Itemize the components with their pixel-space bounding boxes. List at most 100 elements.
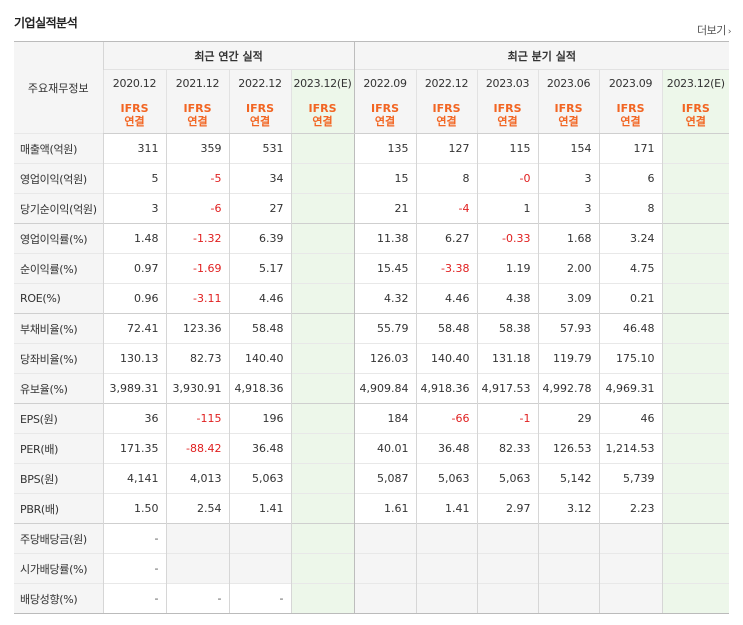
row-label: 시가배당률(%) bbox=[14, 553, 103, 584]
table-cell: 15.45 bbox=[353, 253, 417, 284]
table-cell: 4.46 bbox=[415, 283, 478, 314]
table-cell: 4,013 bbox=[165, 463, 229, 494]
table-cell: 1.48 bbox=[102, 223, 166, 254]
table-cell bbox=[290, 553, 355, 584]
table-cell: 27 bbox=[228, 193, 291, 224]
table-cell: 4,918.36 bbox=[228, 373, 291, 404]
table-cell: 58.38 bbox=[476, 313, 539, 344]
table-cell bbox=[661, 553, 730, 584]
table-row: 순이익률(%) 0.97 -1.69 5.17 15.45 -3.38 1.19 2.00 4.… bbox=[14, 253, 730, 284]
table-cell: 82.73 bbox=[165, 343, 229, 374]
table-cell: 0.97 bbox=[102, 253, 166, 284]
chevron-right-icon: › bbox=[727, 27, 732, 37]
table-cell: 4.38 bbox=[476, 283, 539, 314]
accounting-standard: IFRS 연결 bbox=[228, 97, 291, 134]
table-cell bbox=[661, 433, 730, 464]
table-cell: 2.23 bbox=[598, 493, 663, 524]
table-cell: 8 bbox=[415, 163, 478, 194]
table-cell: 55.79 bbox=[353, 313, 417, 344]
table-cell: 46.48 bbox=[598, 313, 663, 344]
table-cell bbox=[661, 193, 730, 224]
table-cell: 72.41 bbox=[102, 313, 166, 344]
table-row: BPS(원) 4,141 4,013 5,063 5,087 5,063 5,063 5,14… bbox=[14, 463, 730, 494]
row-header-label: 주요재무정보 bbox=[14, 41, 103, 134]
table-cell bbox=[290, 433, 355, 464]
standard-ifrs: IFRS bbox=[493, 102, 522, 115]
row-label: EPS(원) bbox=[14, 403, 103, 434]
table-cell: 58.48 bbox=[228, 313, 291, 344]
table-cell: 140.40 bbox=[228, 343, 291, 374]
table-cell: 15 bbox=[353, 163, 417, 194]
table-cell bbox=[290, 133, 355, 164]
table-cell bbox=[415, 523, 478, 554]
table-cell: 6.27 bbox=[415, 223, 478, 254]
table-row: 시가배당률(%) - bbox=[14, 553, 730, 584]
table-row: 영업이익률(%) 1.48 -1.32 6.39 11.38 6.27 -0.33 1.68 3… bbox=[14, 223, 730, 254]
standard-consolidated: 연결 bbox=[374, 115, 396, 128]
standard-consolidated: 연결 bbox=[436, 115, 457, 128]
table-row: 유보율(%) 3,989.31 3,930.91 4,918.36 4,909.84 4,… bbox=[14, 373, 730, 404]
table-cell bbox=[537, 553, 600, 584]
table-cell: 8 bbox=[598, 193, 663, 224]
table-cell: 1.41 bbox=[228, 493, 291, 524]
table-cell: -4 bbox=[415, 193, 478, 224]
table-row: 당기순이익(억원) 3 -6 27 21 -4 1 3 8 bbox=[14, 193, 730, 224]
table-cell: 3.09 bbox=[537, 283, 600, 314]
period-header: 2023.12(E) bbox=[661, 69, 730, 97]
table-cell bbox=[290, 313, 355, 344]
table-cell: -3.38 bbox=[415, 253, 478, 284]
more-label: 더보기 bbox=[697, 24, 726, 37]
table-cell bbox=[290, 523, 355, 554]
table-cell bbox=[165, 523, 229, 554]
row-label: 순이익률(%) bbox=[14, 253, 103, 284]
more-link[interactable]: 더보기 › bbox=[697, 22, 732, 38]
accounting-standard: IFRS 연결 bbox=[537, 97, 600, 134]
standard-consolidated: 연결 bbox=[312, 115, 333, 128]
table-row: 부채비율(%) 72.41 123.36 58.48 55.79 58.48 58.38 57… bbox=[14, 313, 730, 344]
table-cell bbox=[661, 463, 730, 494]
table-cell: - bbox=[165, 583, 229, 614]
table-cell: 36 bbox=[102, 403, 166, 434]
table-cell bbox=[353, 583, 417, 614]
table-row: 배당성향(%) - - - bbox=[14, 583, 730, 614]
row-label: 배당성향(%) bbox=[14, 583, 103, 614]
table-cell bbox=[537, 523, 600, 554]
financial-summary-table: 주요재무정보 최근 연간 실적 최근 분기 실적 2020.12 2021.12 2… bbox=[14, 41, 730, 614]
table-cell bbox=[290, 343, 355, 374]
section-title: 기업실적분석 bbox=[14, 16, 78, 30]
standard-consolidated: 연결 bbox=[249, 115, 271, 128]
table-cell: 4.46 bbox=[228, 283, 291, 314]
standard-ifrs: IFRS bbox=[616, 102, 645, 115]
table-cell: 3,989.31 bbox=[102, 373, 166, 404]
standard-consolidated: 연결 bbox=[620, 115, 641, 128]
table-cell bbox=[290, 403, 355, 434]
table-cell: 1.19 bbox=[476, 253, 539, 284]
table-cell: 4,909.84 bbox=[353, 373, 417, 404]
row-label: BPS(원) bbox=[14, 463, 103, 494]
table-cell: 5 bbox=[102, 163, 166, 194]
table-cell bbox=[415, 583, 478, 614]
standard-ifrs: IFRS bbox=[246, 102, 274, 115]
row-label: 부채비율(%) bbox=[14, 313, 103, 344]
period-header: 2023.09 bbox=[598, 69, 663, 97]
standard-ifrs: IFRS bbox=[183, 102, 212, 115]
row-label: 주당배당금(원) bbox=[14, 523, 103, 554]
table-cell bbox=[290, 253, 355, 284]
table-cell bbox=[661, 283, 730, 314]
table-cell: 1.68 bbox=[537, 223, 600, 254]
accounting-standard: IFRS 연결 bbox=[661, 97, 730, 134]
table-cell: 4.75 bbox=[598, 253, 663, 284]
table-cell: 5,063 bbox=[476, 463, 539, 494]
table-cell bbox=[661, 373, 730, 404]
accounting-standard: IFRS 연결 bbox=[165, 97, 229, 134]
table-cell: 3.24 bbox=[598, 223, 663, 254]
period-header: 2022.12 bbox=[415, 69, 478, 97]
table-cell: 58.48 bbox=[415, 313, 478, 344]
table-cell: - bbox=[102, 553, 166, 584]
table-cell: 0.21 bbox=[598, 283, 663, 314]
table-cell: 4.32 bbox=[353, 283, 417, 314]
group-annual: 최근 연간 실적 bbox=[102, 41, 355, 70]
table-cell: 1.61 bbox=[353, 493, 417, 524]
table-cell: -0 bbox=[476, 163, 539, 194]
period-header: 2023.12(E) bbox=[290, 69, 355, 97]
